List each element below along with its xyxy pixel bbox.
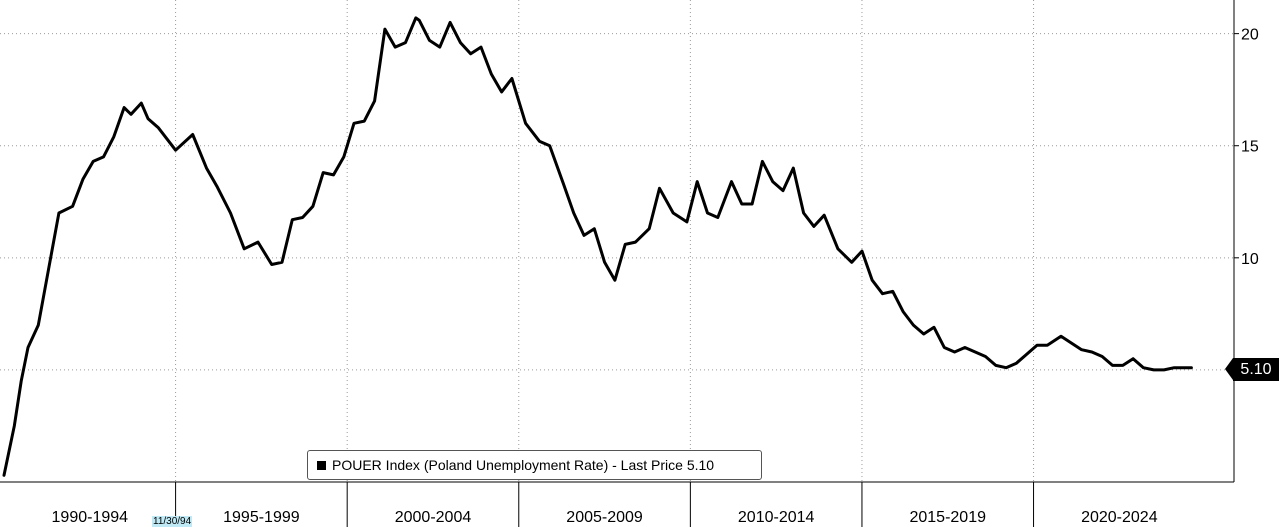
- grid: [0, 0, 1234, 482]
- x-period-label-2010-2014: 2010-2014: [738, 509, 815, 526]
- date-marker: 11/30/94: [152, 516, 193, 527]
- x-period-label-1990-1994: 1990-1994: [52, 509, 129, 526]
- last-price-tag: 5.10: [1225, 358, 1279, 381]
- x-period-label-1995-1999: 1995-1999: [223, 509, 300, 526]
- legend[interactable]: POUER Index (Poland Unemployment Rate) -…: [307, 450, 762, 480]
- axes: [0, 0, 1235, 483]
- series-line-unemployment-rate: [2, 16, 1193, 477]
- x-period-labels: 1990-1994 1995-1999 2000-2004 2005-2009 2010…: [52, 482, 1158, 527]
- legend-swatch: [317, 460, 326, 470]
- y-tick-label-20: 20: [1241, 27, 1259, 44]
- x-period-label-2015-2019: 2015-2019: [909, 509, 986, 526]
- last-price-value: 5.10: [1240, 360, 1272, 378]
- legend-label: POUER Index (Poland Unemployment Rate) -…: [332, 457, 715, 473]
- x-period-label-2000-2004: 2000-2004: [395, 509, 472, 526]
- x-period-label-2005-2009: 2005-2009: [566, 509, 643, 526]
- x-period-label-2020-2024: 2020-2024: [1081, 509, 1158, 526]
- y-tick-label-15: 15: [1241, 139, 1259, 156]
- y-tick-label-10: 10: [1241, 251, 1259, 268]
- y-tick-labels: 10 15 20: [1234, 27, 1259, 371]
